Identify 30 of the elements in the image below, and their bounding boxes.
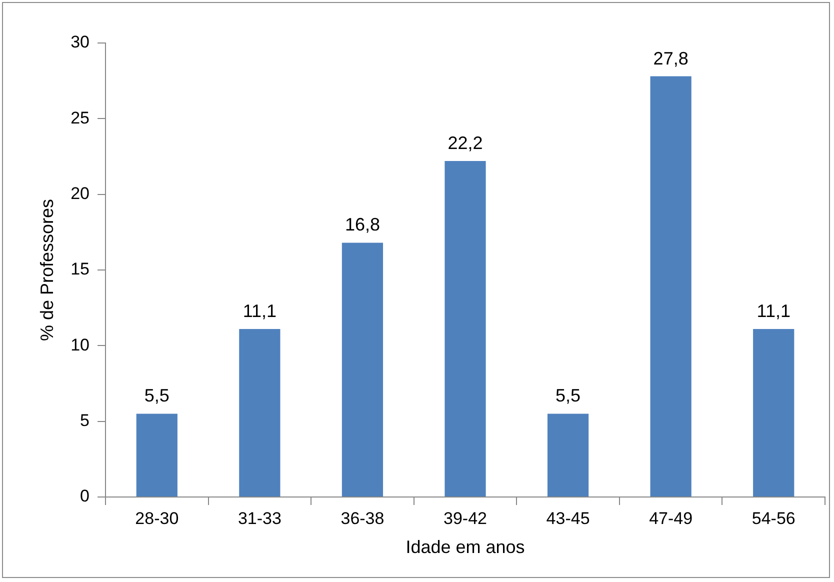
x-tick-label: 47-49 xyxy=(649,508,693,528)
data-label: 5,5 xyxy=(144,386,170,406)
x-tick-label: 39-42 xyxy=(444,508,487,528)
x-axis-title: Idade em anos xyxy=(406,537,525,558)
y-axis-title: % de Professores xyxy=(36,198,57,342)
data-label: 27,8 xyxy=(653,48,688,68)
y-tick-label: 25 xyxy=(70,108,90,128)
bar xyxy=(547,414,589,496)
y-tick-label: 15 xyxy=(70,260,90,279)
x-tick-label: 43-45 xyxy=(546,508,590,528)
x-tick-label: 36-38 xyxy=(340,508,384,528)
bar xyxy=(239,329,280,496)
data-label: 16,8 xyxy=(344,214,380,235)
x-tick-label: 28-30 xyxy=(135,508,179,528)
bar xyxy=(136,414,178,496)
y-tick-label: 20 xyxy=(70,184,90,204)
y-tick-label: 0 xyxy=(80,486,90,506)
bar xyxy=(342,242,384,496)
data-label: 5,5 xyxy=(556,386,581,406)
bar xyxy=(444,161,486,496)
x-tick-label: 31-33 xyxy=(238,508,282,528)
data-label: 11,1 xyxy=(242,300,277,321)
bar xyxy=(753,329,794,496)
data-label: 22,2 xyxy=(448,133,483,154)
data-label: 11,1 xyxy=(756,300,790,321)
y-tick-label: 30 xyxy=(70,32,90,52)
y-tick-label: 10 xyxy=(70,335,90,354)
bar xyxy=(650,76,692,496)
y-tick-label: 5 xyxy=(80,411,90,430)
x-tick-label: 54-56 xyxy=(752,508,796,528)
